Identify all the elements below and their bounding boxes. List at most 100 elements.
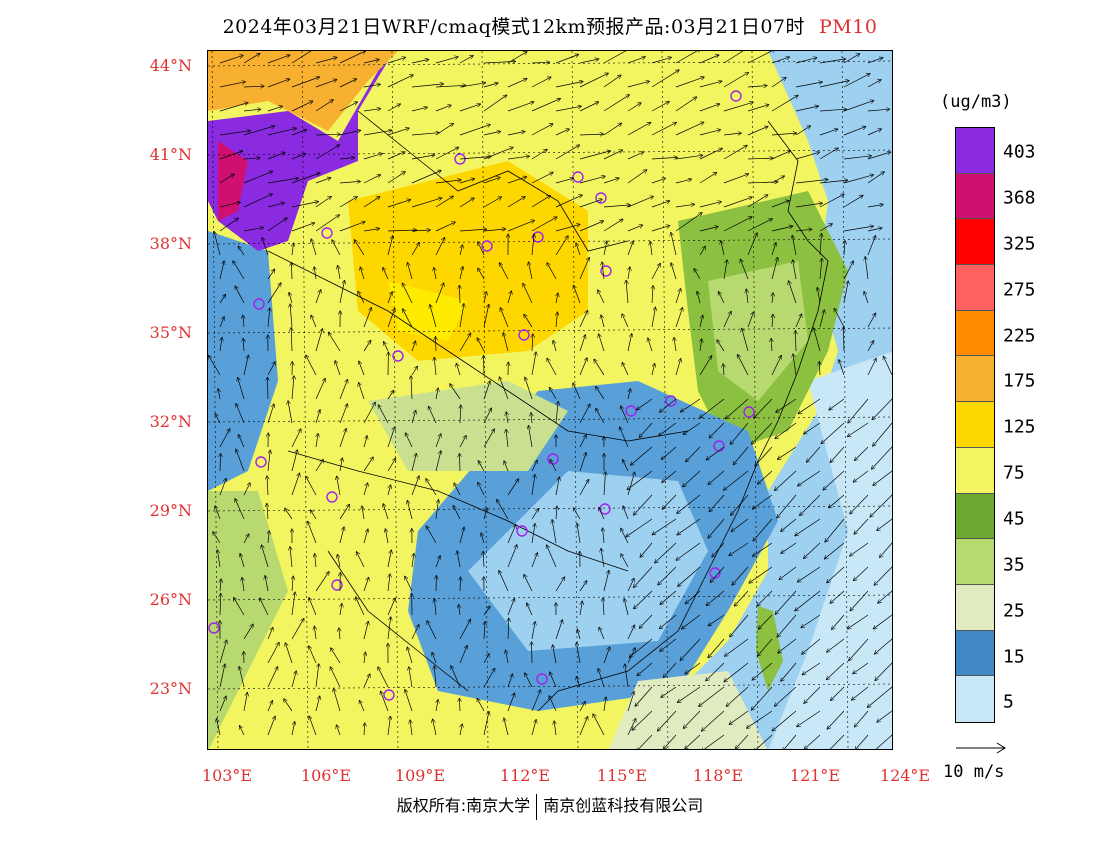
wind-vector: [602, 262, 604, 280]
copyright: 版权所有:南京大学 南京创蓝科技有限公司: [0, 792, 1100, 820]
wind-vector: [747, 195, 768, 208]
wind-reference-label: 10 m/s: [943, 762, 1005, 782]
wind-vector: [477, 699, 485, 712]
wind-vector: [267, 203, 284, 208]
wind-vector: [706, 662, 725, 681]
wind-vector: [627, 241, 633, 256]
wind-vector: [436, 700, 438, 712]
wind-vector: [219, 429, 230, 448]
wind-vector: [363, 308, 371, 328]
wind-vector: [555, 106, 581, 112]
colorbar-swatch: [956, 447, 994, 494]
wind-vector: [217, 550, 221, 568]
wind-vector: [708, 638, 725, 658]
wind-vector: [843, 175, 873, 184]
wind-vector: [531, 553, 537, 568]
wind-vector: [795, 229, 812, 231]
coastal-band: [608, 671, 767, 749]
wind-vector: [267, 628, 273, 640]
wind-vector: [723, 51, 744, 64]
wind-vector: [484, 292, 486, 304]
wind-vector: [412, 554, 414, 568]
wind-vector: [778, 446, 797, 459]
purple-band-nw: [208, 61, 388, 251]
wind-vector: [291, 328, 292, 352]
wind-vector: [554, 721, 556, 736]
wind-vector: [406, 433, 413, 448]
wind-vector: [819, 224, 832, 232]
wind-vector: [434, 666, 436, 688]
wind-vector: [733, 446, 749, 465]
wind-vector: [723, 197, 752, 208]
wind-vector: [798, 470, 821, 486]
wind-vector: [867, 358, 876, 376]
city-marker: [730, 90, 742, 102]
wind-vector: [601, 315, 605, 328]
wind-vector: [242, 578, 244, 592]
wind-vector: [825, 542, 845, 559]
wind-vector: [758, 470, 773, 484]
wind-vector: [291, 51, 312, 64]
wind-vector: [435, 222, 455, 232]
wind-vector: [507, 197, 525, 208]
wind-vector: [844, 241, 845, 256]
wind-vector: [793, 354, 797, 376]
city-marker: [536, 673, 548, 685]
wind-vector: [891, 158, 892, 159]
wind-vector: [779, 566, 797, 580]
wind-vector: [708, 470, 725, 484]
wind-vector: [243, 624, 253, 640]
colorbar-label: 75: [1003, 462, 1025, 484]
wind-vector: [550, 460, 557, 472]
wind-vector: [243, 534, 249, 544]
city-marker: [255, 456, 267, 468]
wind-vector: [362, 506, 364, 520]
wind-vector: [878, 590, 892, 603]
wind-vector: [411, 155, 435, 160]
city-markers: [208, 90, 755, 701]
wind-vector: [339, 181, 360, 183]
wind-vector: [730, 422, 749, 444]
wind-vector: [626, 281, 628, 304]
wind-vector: [384, 342, 389, 352]
wind-vector: [699, 148, 722, 160]
wind-vector: [315, 696, 320, 712]
wind-vector: [579, 702, 585, 712]
wind-vector: [603, 123, 621, 136]
wind-vector: [603, 598, 604, 616]
wind-vector: [802, 662, 821, 675]
wind-vector: [291, 619, 304, 640]
wind-vector: [291, 429, 301, 448]
wind-vector: [683, 710, 701, 728]
wind-vector: [291, 130, 306, 136]
wind-vector: [875, 662, 892, 680]
wind-vector: [220, 338, 222, 352]
wind-vector: [555, 178, 573, 184]
wind-vector: [306, 355, 317, 376]
wind-vector: [699, 81, 722, 88]
wind-vector: [435, 147, 459, 160]
wind-vector: [625, 664, 629, 688]
wind-vector: [531, 62, 549, 63]
wind-vector: [620, 427, 629, 448]
lon-label: 109°E: [394, 766, 446, 785]
wind-vector: [315, 379, 325, 400]
wind-vector: [459, 267, 463, 280]
wind-vector: [403, 309, 413, 328]
wind-vector: [459, 286, 460, 304]
wind-vector: [747, 182, 778, 183]
wind-vector: [579, 717, 588, 736]
wind-vector: [891, 110, 892, 111]
wind-vector: [627, 57, 645, 64]
wind-vector: [411, 341, 416, 352]
wind-vector: [411, 198, 442, 208]
wind-vector: [579, 453, 586, 472]
wind-vector: [864, 292, 869, 304]
wind-vector: [411, 84, 443, 88]
wind-vector: [825, 518, 845, 542]
wind-vector: [315, 134, 340, 135]
wind-vector: [603, 51, 632, 64]
wind-vector: [435, 500, 438, 520]
wind-vector: [478, 242, 485, 256]
wind-vector: [747, 233, 757, 256]
